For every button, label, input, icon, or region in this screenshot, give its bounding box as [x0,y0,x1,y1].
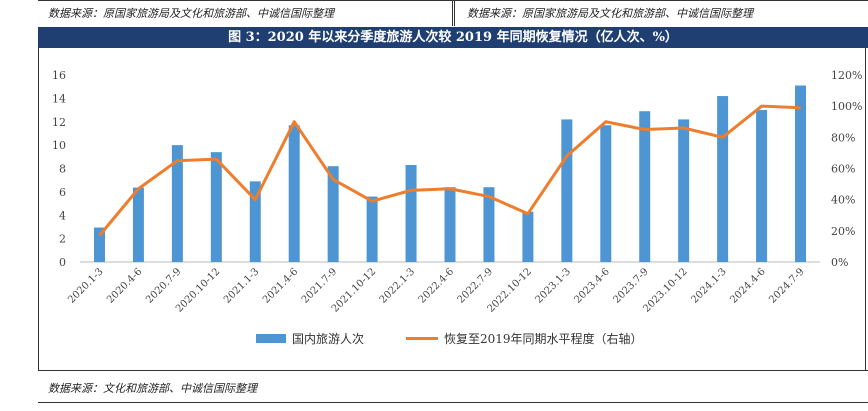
x-tick-label: 2020.1-3 [66,266,105,305]
legend: 国内旅游人次 恢复至2019年同期水平程度（右轴） [0,330,868,350]
chart-container [38,48,866,370]
left-axis-tick-label: 12 [52,116,66,129]
bar-2023.7-9 [639,111,651,262]
right-axis-tick-label: 0% [831,256,848,269]
bar-2024.4-6 [756,110,768,262]
source-note-top-left: 数据来源：原国家旅游局及文化和旅游部、中诚信国际整理 [48,7,334,20]
x-tick-label: 2022.7-9 [456,266,495,305]
legend-line-swatch [406,337,438,340]
bar-2023.4-6 [600,125,612,262]
legend-item-bar: 国内旅游人次 [256,330,364,347]
x-tick-label: 2024.7-9 [767,266,806,305]
x-tick-label: 2024.4-6 [728,266,767,305]
bottom-separator [38,370,868,371]
bar-2023.1-3 [561,119,573,262]
left-axis-tick-label: 4 [59,209,66,222]
column-divider [452,0,455,26]
bar-2023.10-12 [678,119,690,262]
bar-2021.10-12 [366,196,378,262]
left-axis: 0 2 4 6 8 10 12 14 16 [52,69,820,269]
bar-2021.4-6 [288,125,300,262]
x-tick-label: 2021.7-9 [300,266,339,305]
bar-2020.10-12 [210,152,222,262]
x-tick-label: 2022.1-3 [378,266,417,305]
left-axis-tick-label: 8 [59,163,66,176]
left-axis-tick-label: 2 [59,233,66,246]
right-axis-tick-label: 100% [831,100,862,113]
left-axis-tick-label: 14 [52,92,66,105]
source-note-bottom: 数据来源：文化和旅游部、中诚信国际整理 [48,382,257,395]
x-tick-label: 2022.4-6 [417,266,456,305]
x-tick-label: 2023.4-6 [573,266,612,305]
bar-series [93,85,807,262]
x-tick-label: 2024.1-3 [689,266,728,305]
left-axis-tick-label: 0 [59,256,66,269]
right-axis: 0% 20% 40% 60% 80% 100% 120% [831,69,862,269]
legend-item-line: 恢复至2019年同期水平程度（右轴） [406,330,643,347]
bar-2024.1-3 [717,96,729,262]
bar-2022.10-12 [522,211,534,262]
x-tick-label: 2023.1-3 [534,266,573,305]
bar-2020.7-9 [171,145,183,262]
legend-bar-label: 国内旅游人次 [292,332,365,346]
bar-2022.4-6 [444,187,456,262]
figure-title: 图 3：2020 年以来分季度旅游人次较 2019 年同期恢复情况（亿人次、%） [38,27,868,48]
right-axis-tick-label: 80% [831,131,855,144]
bar-2024.7-9 [795,85,807,262]
bar-2020.4-6 [132,187,144,262]
line-series [98,104,801,237]
left-axis-tick-label: 16 [52,69,66,82]
right-axis-tick-label: 60% [831,163,855,176]
bar-2020.1-3 [93,227,105,262]
right-axis-tick-label: 120% [831,69,862,82]
x-tick-label: 2020.7-9 [144,266,183,305]
source-note-top-right: 数据来源：原国家旅游局及文化和旅游部、中诚信国际整理 [467,7,753,20]
bottom-border [38,402,868,403]
right-axis-tick-label: 40% [831,194,855,207]
legend-bar-swatch [256,334,286,343]
bar-2022.7-9 [483,187,495,262]
legend-line-label: 恢复至2019年同期水平程度（右轴） [444,332,643,346]
x-tick-label: 2021.4-6 [261,266,300,305]
right-axis-tick-label: 20% [831,225,855,238]
x-tick-label: 2020.4-6 [105,266,144,305]
bar-2021.1-3 [249,181,261,262]
left-axis-tick-label: 10 [52,139,66,152]
bar-2021.7-9 [327,166,339,262]
bar-2022.1-3 [405,164,417,262]
x-tick-label: 2021.1-3 [222,266,261,305]
x-tick-label: 2023.7-9 [611,266,650,305]
left-axis-tick-label: 6 [59,186,66,199]
top-border [38,0,868,1]
